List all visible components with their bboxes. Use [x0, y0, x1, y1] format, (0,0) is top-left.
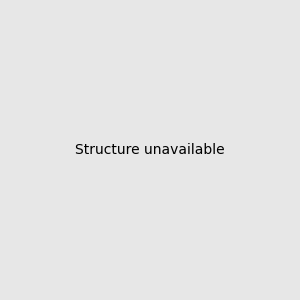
Text: Structure unavailable: Structure unavailable: [75, 143, 225, 157]
